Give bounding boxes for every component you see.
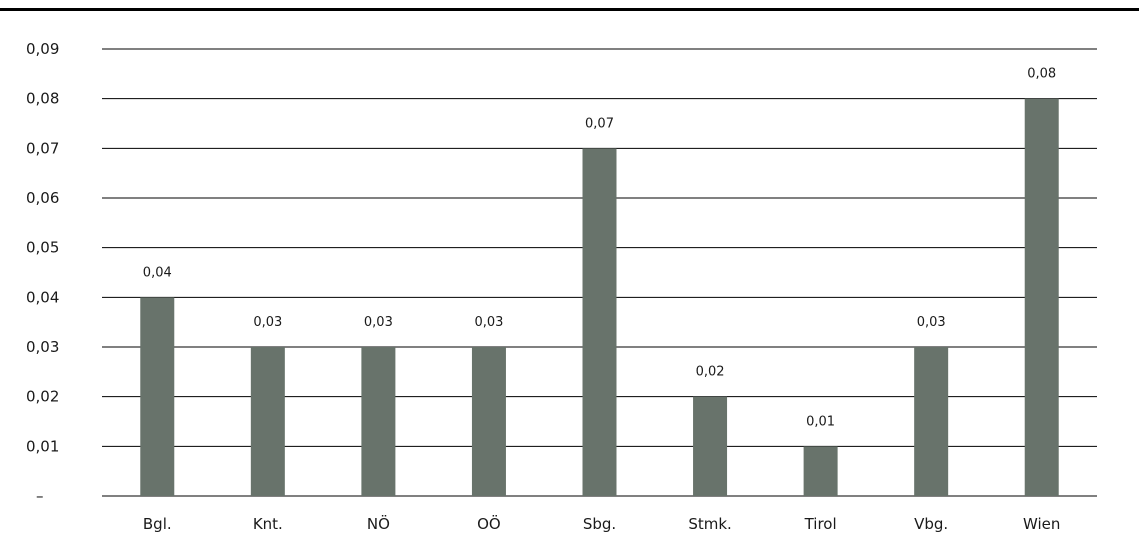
bar [1024,98,1059,497]
y-tick-label: 0,09 [26,40,59,58]
bar [471,347,506,496]
x-tick-label: Bgl. [143,515,172,533]
y-tick-label: 0,07 [26,139,59,157]
bar [582,148,617,497]
data-label: 0,02 [696,365,725,380]
y-tick-label: 0,03 [26,338,59,356]
x-tick-label: NÖ [367,514,390,533]
data-label: 0,03 [253,315,282,330]
y-axis-ticks: – 0,01 0,02 0,03 0,04 0,05 0,06 0,07 0,08 0,09 [26,40,59,505]
bar [803,446,838,496]
y-tick-label: – [36,487,44,505]
data-label: 0,04 [143,265,172,280]
y-tick-label: 0,01 [26,437,59,455]
data-labels: 0,04 0,03 0,03 0,03 0,07 0,02 0,01 0,03 0,08 [143,67,1056,430]
y-tick-label: 0,04 [26,288,59,306]
data-label: 0,01 [806,414,835,429]
data-label: 0,03 [917,315,946,330]
data-label: 0,08 [1027,67,1056,82]
x-tick-label: OÖ [477,514,501,533]
bar [361,347,396,496]
bars [140,98,1059,497]
bar [140,297,175,496]
x-tick-label: Tirol [804,515,837,533]
x-axis-ticks: Bgl. Knt. NÖ OÖ Sbg. Stmk. Tirol Vbg. Wien [143,514,1061,533]
x-tick-label: Stmk. [688,515,731,533]
x-tick-label: Wien [1023,515,1060,533]
top-rule [0,8,1139,11]
y-tick-label: 0,05 [26,239,59,257]
bar [693,396,728,496]
y-tick-label: 0,08 [26,90,59,108]
data-label: 0,07 [585,116,614,131]
bar [250,347,285,496]
data-label: 0,03 [474,315,503,330]
y-tick-label: 0,02 [26,388,59,406]
data-label: 0,03 [364,315,393,330]
x-tick-label: Sbg. [583,515,616,533]
x-tick-label: Knt. [253,515,283,533]
bar [914,347,949,496]
y-tick-label: 0,06 [26,189,59,207]
x-tick-label: Vbg. [914,515,948,533]
